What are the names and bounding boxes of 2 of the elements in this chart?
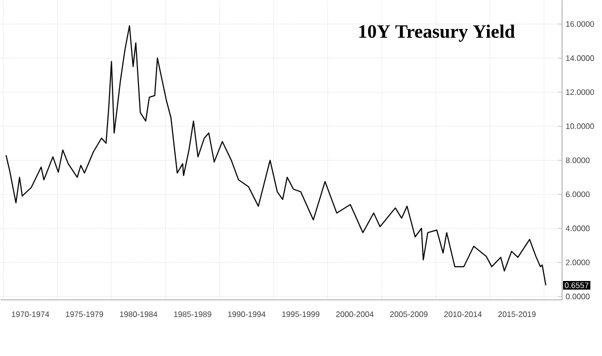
text: 10Y Treasury Yield	[359, 24, 515, 42]
line-series	[5, 25, 546, 286]
